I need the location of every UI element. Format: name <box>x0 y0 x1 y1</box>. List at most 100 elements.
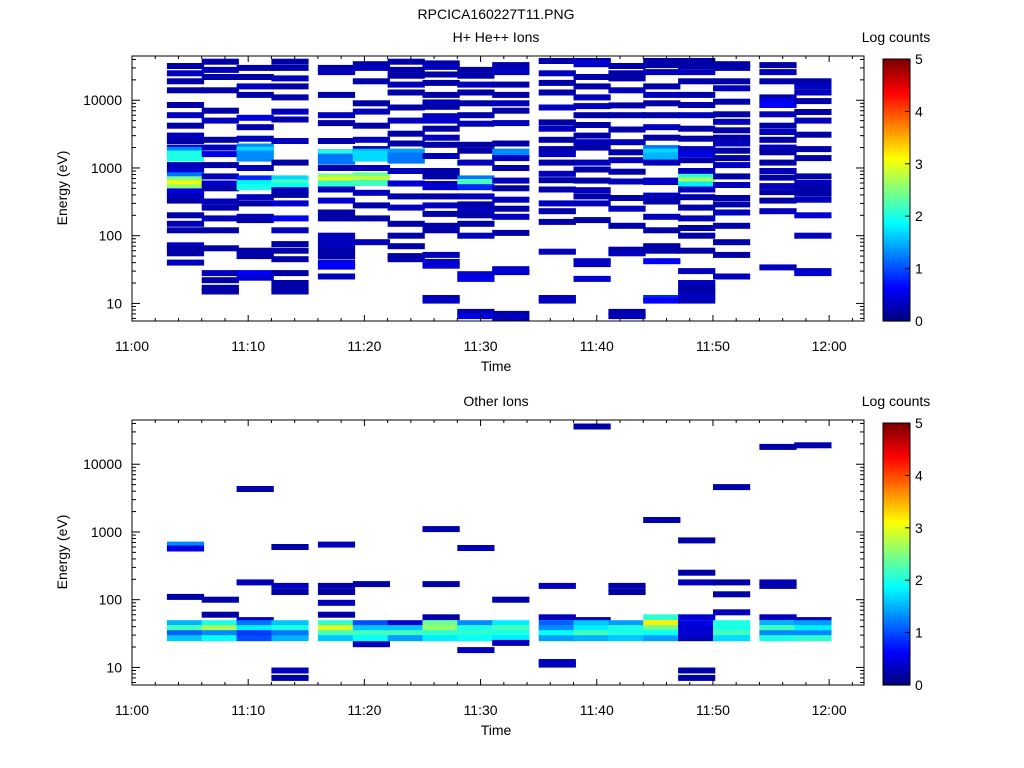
x-tick-label: 11:40 <box>580 338 614 354</box>
colorbar-segment <box>883 61 910 64</box>
heatmap-cell <box>713 173 751 180</box>
heatmap-cell <box>236 217 274 224</box>
colorbar-segment <box>883 654 910 658</box>
heatmap-cell <box>794 212 832 219</box>
heatmap-cell <box>457 201 495 208</box>
colorbar-segment <box>883 460 910 463</box>
heatmap-cell <box>794 117 832 124</box>
heatmap-cell <box>643 243 681 250</box>
heatmap-cell <box>759 174 797 181</box>
heatmap-cell <box>678 194 716 201</box>
heatmap-cell <box>608 582 646 589</box>
colorbar-segment <box>883 59 910 62</box>
heatmap-cell <box>317 253 356 260</box>
colorbar-segment <box>883 203 910 206</box>
colorbar-segment <box>883 109 910 112</box>
colorbar-tick-label: 2 <box>915 208 923 224</box>
heatmap-cell <box>387 232 425 239</box>
colorbar-segment <box>883 307 910 311</box>
colorbar-segment <box>883 479 910 483</box>
colorbar-segment <box>883 133 910 137</box>
heatmap-cell <box>678 58 716 64</box>
heatmap-cell <box>492 62 530 69</box>
heatmap-cell <box>794 232 832 239</box>
heatmap-cell <box>573 103 611 110</box>
heatmap-cell <box>794 635 832 642</box>
heatmap-cell <box>643 635 681 642</box>
heatmap-cell <box>794 89 832 96</box>
heatmap-cell <box>608 168 646 175</box>
colorbar-segment <box>883 543 910 546</box>
heatmap-cell <box>422 614 460 621</box>
heatmap-cell <box>166 168 205 174</box>
heatmap-cell <box>271 175 309 182</box>
colorbar-segment <box>883 242 910 246</box>
colorbar-segment <box>883 87 910 91</box>
heatmap-cell <box>643 134 681 141</box>
x-axis-label: Time <box>481 722 512 738</box>
colorbar-tick-label: 1 <box>915 261 923 277</box>
heatmap-cell <box>166 122 205 129</box>
heatmap-cell <box>678 268 716 275</box>
colorbar-segment <box>883 181 910 185</box>
heatmap-cell <box>422 141 460 148</box>
heatmap-cell <box>573 166 611 173</box>
colorbar-segment <box>883 115 910 119</box>
heatmap-cell <box>422 202 460 209</box>
colorbar-segment <box>883 534 910 538</box>
heatmap-cell <box>678 537 716 544</box>
heatmap-cell <box>352 202 390 209</box>
heatmap-cell <box>166 220 205 227</box>
heatmap-cell <box>492 314 530 321</box>
panel-title: H+ He++ Ions <box>453 29 540 45</box>
heatmap-cell <box>713 195 751 201</box>
heatmap-cell <box>608 195 646 201</box>
colorbar-segment <box>883 499 910 503</box>
colorbar-tick-label: 4 <box>915 103 923 119</box>
heatmap-cell <box>271 191 309 198</box>
colorbar-segment <box>883 643 910 647</box>
heatmap-cell <box>538 119 576 126</box>
heatmap-cell <box>422 222 460 229</box>
heatmap-cell <box>457 232 495 239</box>
heatmap-cell <box>643 100 681 107</box>
heatmap-cell <box>422 625 460 632</box>
heatmap-cell <box>236 620 274 627</box>
heatmap-cell <box>538 89 576 96</box>
colorbar-segment <box>883 294 910 298</box>
colorbar-segment <box>883 137 910 141</box>
heatmap-cell <box>538 620 576 627</box>
heatmap-cell <box>608 222 646 229</box>
colorbar-segment <box>883 495 910 498</box>
heatmap-cell <box>236 91 274 98</box>
colorbar-segment <box>883 455 910 459</box>
heatmap-cell <box>713 625 751 632</box>
heatmap-cell <box>759 168 797 174</box>
heatmap-cell <box>317 259 356 266</box>
x-axis: 11:00 11:10 11:20 11:30 11:40 11:50 12:00 <box>115 56 853 354</box>
heatmap-cell <box>643 517 681 523</box>
heatmap-cell <box>457 175 495 182</box>
heatmap-cell <box>794 270 832 277</box>
heatmap-cell <box>492 625 530 632</box>
heatmap-cell <box>759 579 797 586</box>
heatmap-cell <box>352 78 390 85</box>
colorbar-tick-label: 3 <box>915 520 923 536</box>
heatmap-cell <box>422 526 460 533</box>
heatmap-cell <box>538 186 576 193</box>
colorbar-segment <box>883 233 910 237</box>
heatmap-cell <box>643 297 681 304</box>
colorbar-segment <box>883 227 910 230</box>
heatmap-cell <box>422 635 460 642</box>
colorbar-segment <box>883 96 910 99</box>
heatmap-cell <box>759 264 797 271</box>
heatmap-cell <box>538 79 576 86</box>
colorbar-segment <box>883 194 910 198</box>
colorbar-segment <box>883 288 910 292</box>
heatmap-cell <box>608 149 646 156</box>
colorbar-tick-label: 5 <box>915 415 923 431</box>
colorbar-segment <box>883 525 910 529</box>
heatmap-cell <box>166 212 205 219</box>
heatmap-cell <box>271 625 309 632</box>
colorbar-segment <box>883 636 910 640</box>
